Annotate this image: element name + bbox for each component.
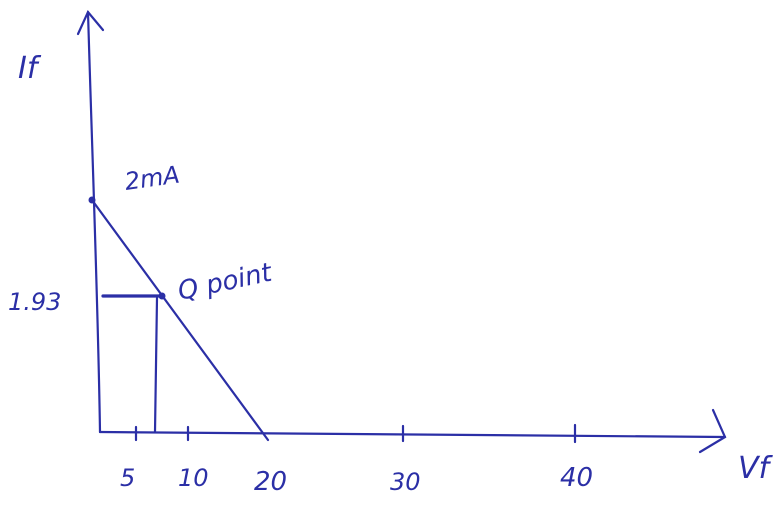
q-voltage-line [155,298,157,432]
q-point-label: Q point [175,258,275,307]
x-tick-label: 20 [254,467,287,497]
page: If Vf 2mA Q point 1.93 5 10 20 30 40 (()… [0,0,780,525]
q-point [159,293,166,300]
x-tick-label: 30 [390,468,421,496]
x-axis-arrow [700,410,725,452]
x-tick-label: 5 [120,464,135,492]
diagram: If Vf 2mA Q point 1.93 5 10 20 30 40 [0,0,780,525]
x-tick-label: 10 [178,464,209,492]
y-axis-label: If [18,51,42,86]
q-current-label: 1.93 [8,288,61,316]
x-tick-label: 40 [560,463,593,493]
y-axis-arrow [78,12,103,34]
load-line [92,200,268,440]
y-axis [88,12,100,432]
saturation-point [89,197,96,204]
x-axis [100,432,725,437]
x-axis-label: Vf [738,451,774,486]
saturation-label: 2mA [123,161,181,196]
